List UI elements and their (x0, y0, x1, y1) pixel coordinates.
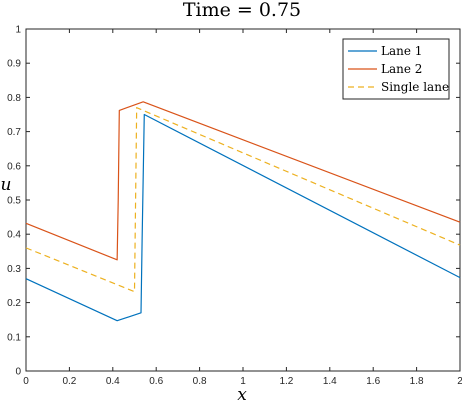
y-tick-label: 0.8 (7, 93, 21, 104)
legend-label: Lane 1 (381, 44, 422, 58)
y-tick-label: 0.5 (7, 196, 21, 207)
y-tick-label: 0.6 (7, 161, 21, 172)
x-tick-label: 0.2 (62, 376, 76, 387)
x-tick-label: 1.8 (410, 376, 424, 387)
series-line-lane-1 (25, 113, 461, 322)
y-tick-label: 0.2 (7, 298, 21, 309)
chart-title: Time = 0.75 (183, 0, 301, 21)
y-axis-label: u (1, 175, 12, 195)
plot-area: 0 0.2 0.4 0.6 0.8 1 1.2 1.4 1.6 1.8 2 0 0.1 0.2 0.3 0.4… (7, 25, 462, 388)
y-tick-label: 0.9 (7, 59, 21, 70)
x-tick-label: 1.2 (279, 376, 293, 387)
series-line-single-lane (25, 107, 461, 293)
y-tick-label: 0.1 (7, 332, 21, 343)
x-tick-label: 0.8 (193, 376, 207, 387)
x-tick-label: 1 (240, 376, 246, 387)
y-tick-label: 0 (15, 367, 21, 378)
legend-label: Lane 2 (381, 62, 422, 76)
y-tick-label: 0.4 (7, 230, 21, 241)
y-tick-label: 1 (15, 25, 21, 36)
x-tick-label: 2 (457, 376, 462, 387)
x-axis-label: x (237, 385, 247, 405)
legend-label: Single lane (381, 80, 449, 94)
x-tick-label: 0 (23, 376, 29, 387)
x-tick-label: 0.4 (106, 376, 120, 387)
legend: Lane 1 Lane 2 Single lane (342, 38, 450, 100)
x-tick-label: 1.4 (323, 376, 337, 387)
x-tick-label: 0.6 (149, 376, 163, 387)
series-line-lane-2 (25, 101, 461, 261)
y-tick-label: 0.7 (7, 127, 21, 138)
y-tick-label: 0.3 (7, 264, 21, 275)
x-tick-label: 1.6 (366, 376, 380, 387)
